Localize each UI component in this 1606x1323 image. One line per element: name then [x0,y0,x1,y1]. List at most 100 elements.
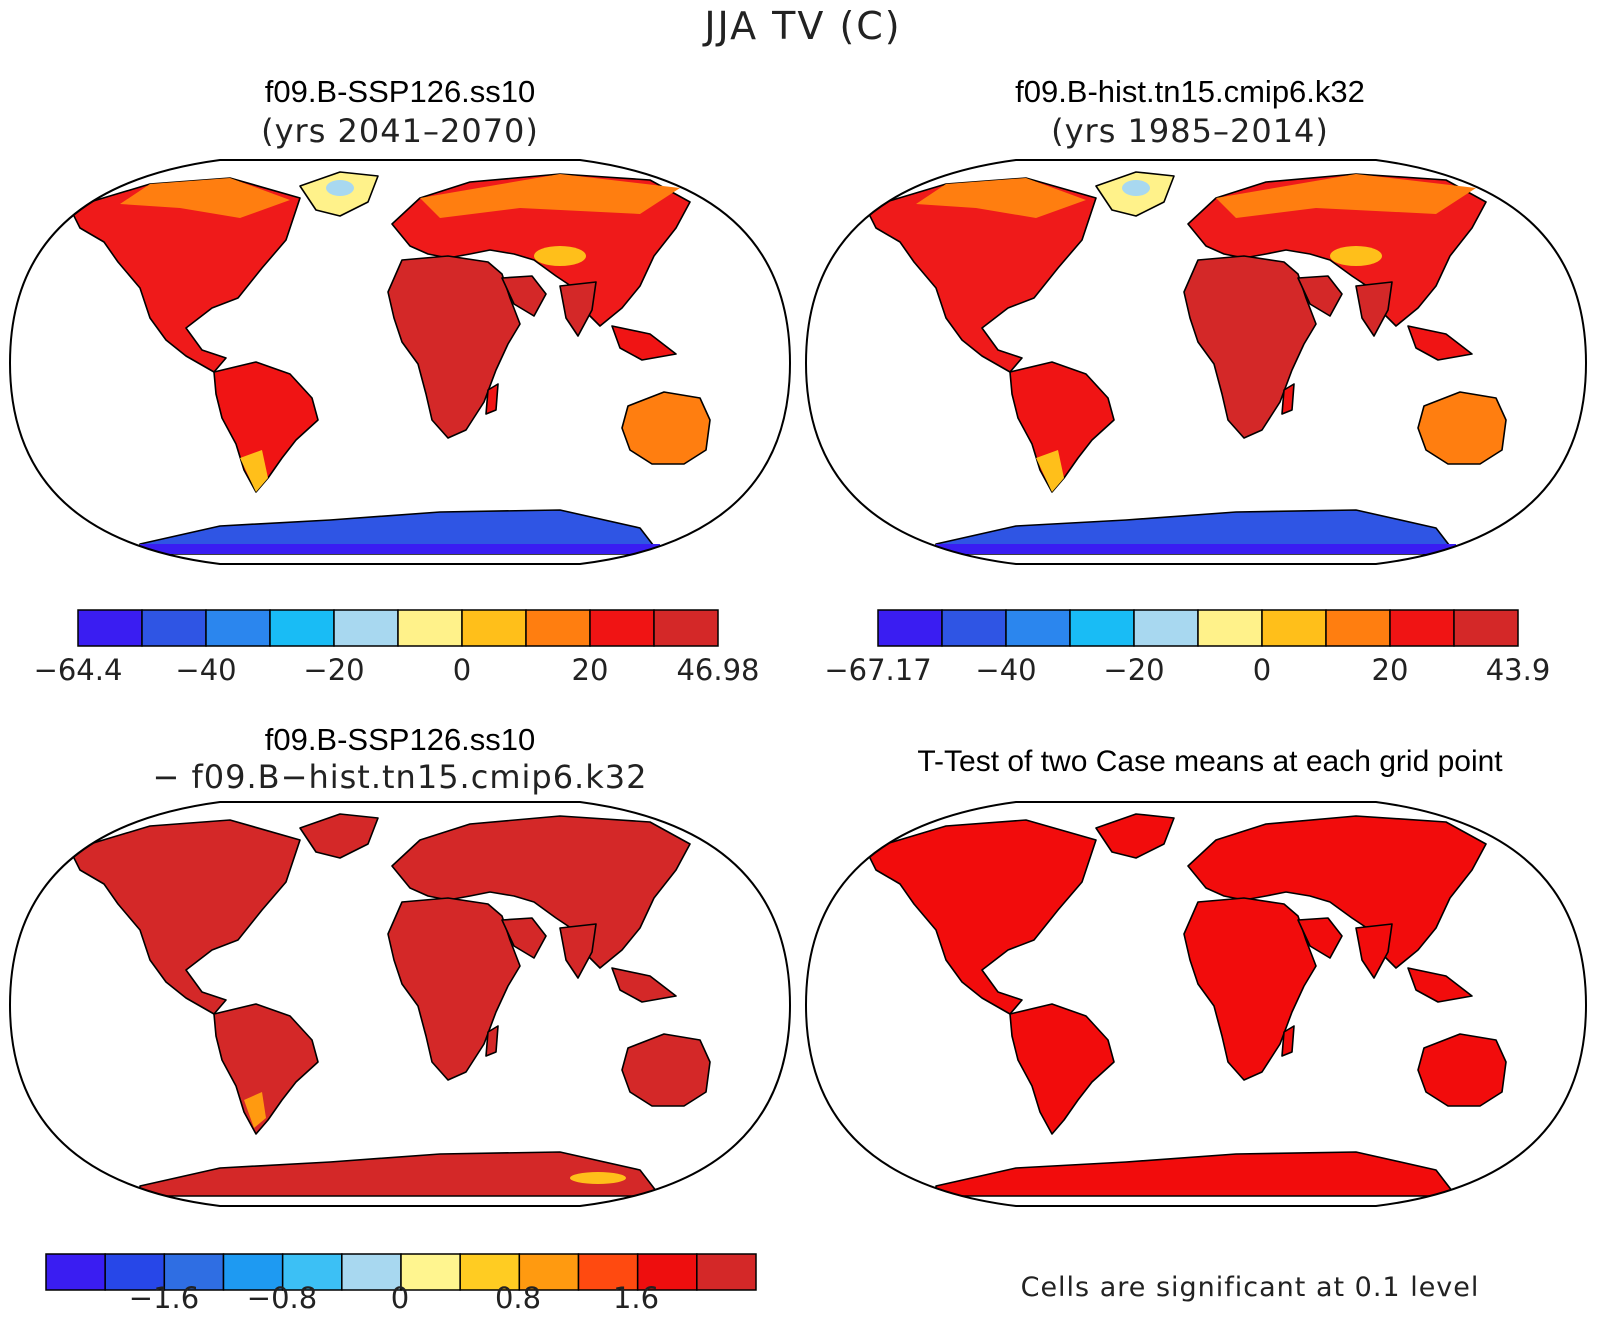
cb3-tick: −0.8 [246,1281,318,1315]
north-america-arctic-band [916,178,1086,218]
eurasia-arctic-band [420,174,680,218]
tibet-plateau-contour [1330,246,1382,266]
colorbar-swatch [1133,609,1199,647]
colorbar-swatch [1005,609,1071,647]
figure-title: JJA TV (C) [704,4,902,48]
landmass-arabia [501,275,547,317]
landmass-greenland [1095,813,1175,859]
panel-2-subtitle: (yrs 1985–2014) [1051,112,1329,150]
cb1-tick-min: −64.4 [33,653,123,687]
landmass-arabia [1297,917,1343,959]
landmass-india [1355,923,1393,979]
landmass-australia [621,391,711,465]
colorbar-swatch [636,1253,698,1291]
panel-2-title: f09.B-hist.tn15.cmip6.k32 [1015,74,1365,109]
landmass-namerica [865,177,1097,373]
cb3-tick: −1.6 [128,1281,200,1315]
cb2-tick: 0 [1252,653,1272,687]
colorbar-swatch [400,1253,461,1291]
landmass-australia [1417,1033,1507,1107]
landmass-seasia [1407,967,1473,1003]
landmass-eurasia [1187,815,1487,969]
colorbar-swatch [397,609,463,647]
map-panel-2 [804,159,1588,565]
colorbar-swatch [77,609,143,647]
tibet-plateau-contour [534,246,586,266]
north-america-arctic-band [120,178,290,218]
landmass-samerica [213,1003,319,1135]
patagonia-patch [244,1092,266,1128]
colorbar-swatch [205,609,271,647]
cb3-tick: 0.8 [494,1281,542,1315]
patagonia-contour [240,450,268,492]
colorbar-swatch [1389,609,1455,647]
landmass-samerica [1009,1003,1115,1135]
panel-1-title: f09.B-SSP126.ss10 [264,74,536,109]
patagonia-contour [1036,450,1064,492]
landmass-australia [1417,391,1507,465]
significance-note: Cells are significant at 0.1 level [1020,1272,1480,1303]
colorbar-panel-3 [45,1253,757,1291]
cb1-tick: 20 [571,653,609,687]
cb1-tick-max: 46.98 [676,653,760,687]
colorbar-swatch [525,609,591,647]
landmass-seasia [1407,325,1473,361]
landmass-madagascar [485,1025,499,1057]
colorbar-swatch [1325,609,1391,647]
colorbar-swatch [696,1253,757,1291]
colorbar-swatch [461,609,527,647]
cb2-tick: −40 [975,653,1037,687]
landmass-india [559,281,597,337]
landmass-eurasia [391,815,691,969]
map-panel-4 [804,801,1588,1207]
landmass-namerica [69,177,301,373]
map-outline [804,801,1588,1207]
colorbar-swatch [45,1253,106,1291]
cb1-tick: 0 [452,653,472,687]
colorbar-swatch [163,1253,225,1291]
colorbar-swatch [1069,609,1135,647]
panel-4-title: T-Test of two Case means at each grid po… [917,745,1503,778]
landmass-antarctica [139,1151,661,1197]
panel-3-title: f09.B-SSP126.ss10 [264,722,536,757]
colorbar-swatch [141,609,207,647]
landmass-madagascar [485,383,499,415]
colorbar-swatch [281,1253,343,1291]
colorbar-panel-2 [877,609,1519,647]
colorbar-swatch [1453,609,1519,647]
map-outline [8,801,792,1207]
landmass-australia [621,1033,711,1107]
colorbar-swatch [941,609,1007,647]
landmass-samerica [213,361,319,493]
colorbar-swatch [518,1253,580,1291]
panel-1-subtitle: (yrs 2041–2070) [261,112,539,150]
map-outline [8,159,792,565]
greenland-cold-core [1122,180,1150,196]
colorbar-swatch [269,609,335,647]
colorbar-swatch [877,609,943,647]
colorbar-swatch [589,609,655,647]
colorbar-swatch [653,609,719,647]
antarctica-interior [140,544,660,554]
landmass-antarctica [935,1151,1457,1197]
landmass-namerica [865,819,1097,1015]
landmass-india [1355,281,1393,337]
landmass-india [559,923,597,979]
panel-3-subtitle: − f09.B−hist.tn15.cmip6.k32 [152,758,648,796]
antarctic-warm-patch [570,1172,626,1184]
cb2-tick: −20 [1103,653,1165,687]
greenland-cold-core [326,180,354,196]
landmass-madagascar [1281,383,1295,415]
map-panel-1 [8,159,792,565]
cb1-tick: −20 [303,653,365,687]
eurasia-arctic-band [1216,174,1476,218]
cb3-tick: 0 [390,1281,410,1315]
map-outline [804,159,1588,565]
landmass-seasia [611,967,677,1003]
landmass-madagascar [1281,1025,1295,1057]
colorbar-swatch [1197,609,1263,647]
colorbar-swatch [222,1253,284,1291]
landmass-namerica [69,819,301,1015]
cb3-tick: 1.6 [612,1281,660,1315]
colorbar-swatch [333,609,399,647]
